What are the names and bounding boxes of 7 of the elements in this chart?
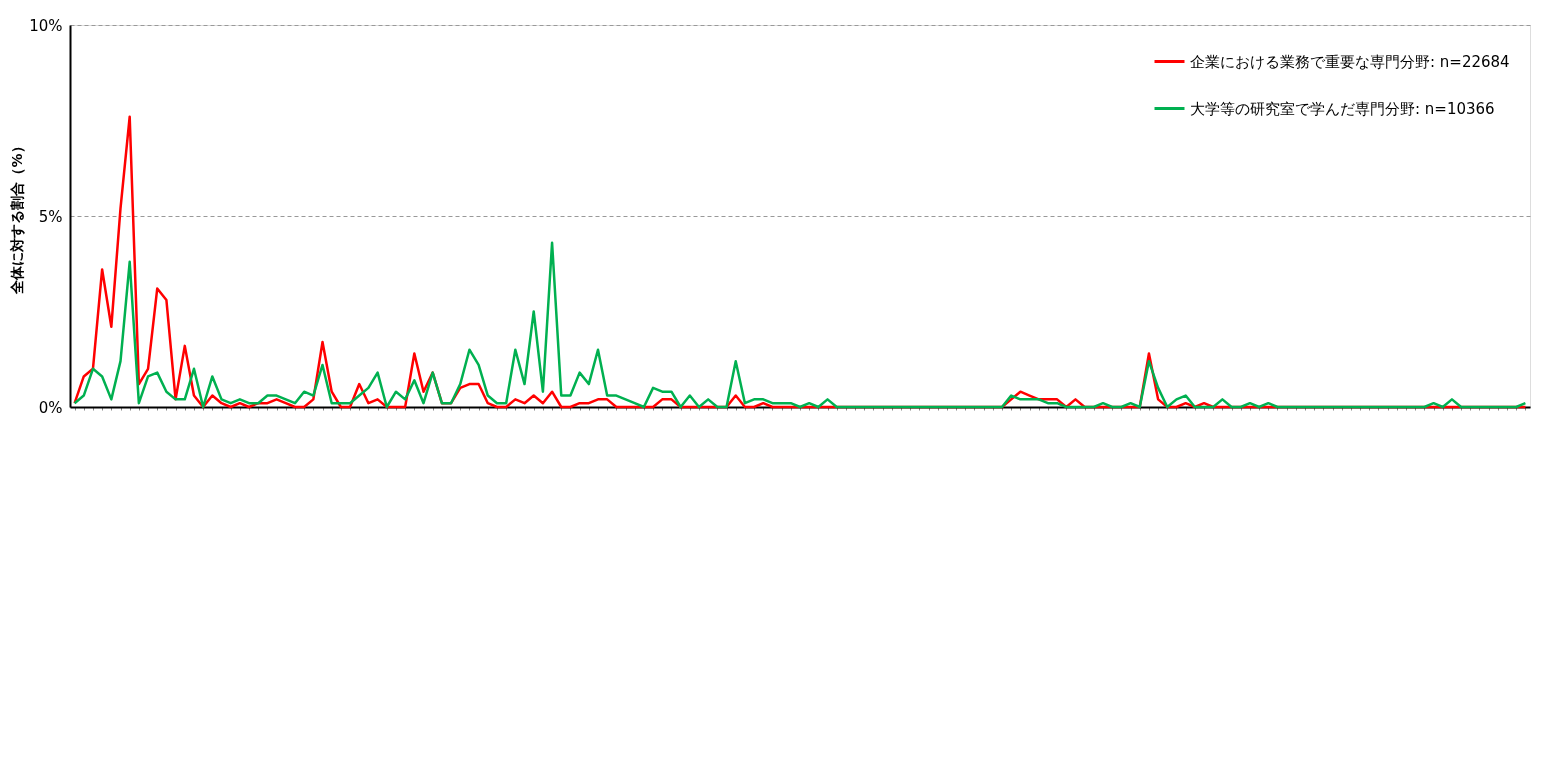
legend-label: 企業における業務で重要な専門分野: n=22684 xyxy=(1190,52,1510,71)
y-axis-title: 全体に対する割合（%） xyxy=(9,139,26,295)
legend-label: 大学等の研究室で学んだ専門分野: n=10366 xyxy=(1190,99,1495,118)
y-tick-label: 5% xyxy=(38,207,63,226)
line-series xyxy=(73,241,1527,409)
y-tick-label: 0% xyxy=(38,398,63,417)
y-tick-label: 10% xyxy=(29,16,63,35)
